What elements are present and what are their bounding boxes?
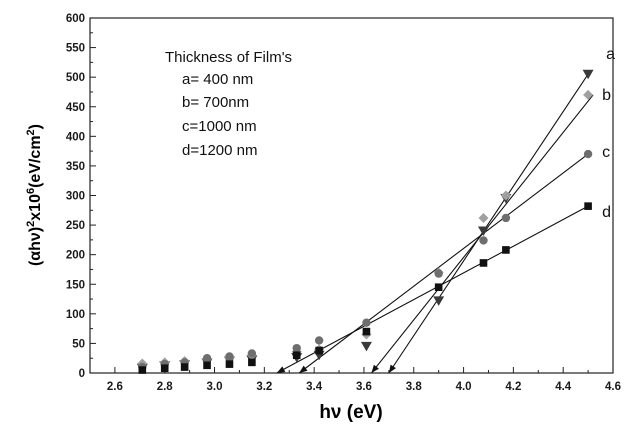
y-tick-label: 600: [66, 13, 85, 25]
data-point-a: [433, 296, 445, 306]
data-point-a: [477, 226, 489, 236]
fit-line-d: [276, 205, 589, 374]
annotation-c: c=1000 nm: [182, 118, 257, 135]
x-tick-label: 3.8: [406, 381, 423, 393]
y-tick-label: 150: [66, 279, 85, 291]
x-tick-label: 3.2: [256, 381, 272, 393]
data-point-d: [292, 351, 301, 360]
y-label-sup3: 2: [25, 129, 37, 135]
thickness-annotation: Thickness of Film's a= 400 nm b= 700nm c…: [165, 49, 292, 159]
data-point-c: [479, 236, 488, 245]
annotation-title: Thickness of Film's: [165, 49, 292, 66]
data-point-a: [360, 341, 372, 352]
data-point-d: [362, 327, 371, 336]
y-tick-label: 250: [66, 220, 85, 232]
y-label-close: ): [27, 124, 44, 129]
annotation-d: d=1200 nm: [182, 142, 257, 159]
data-point-b: [500, 190, 511, 201]
y-tick-label: 300: [66, 191, 85, 203]
data-point-c: [501, 213, 511, 223]
data-point-b: [583, 89, 594, 100]
data-point-d: [502, 246, 510, 254]
x-axis-label: hν (eV): [319, 402, 382, 423]
y-label-sup1: 2: [25, 221, 37, 227]
data-point-b: [478, 212, 489, 223]
fit-line-a: [388, 73, 589, 374]
data-point-d: [248, 358, 256, 367]
data-point-c: [583, 149, 593, 159]
data-point-d: [203, 361, 211, 370]
y-tick-label: 200: [66, 250, 85, 262]
y-tick-label: 100: [66, 309, 85, 321]
x-tick-label: 4.4: [555, 381, 572, 393]
y-label-unit: (eV/cm: [27, 135, 44, 187]
fit-arrow-c: [299, 365, 308, 373]
series-label-d: d: [602, 204, 611, 221]
y-label-base: (αhν): [27, 227, 44, 266]
data-point-c: [247, 349, 257, 358]
data-point-a: [582, 69, 594, 80]
x-tick-label: 4.6: [605, 381, 621, 393]
data-point-c: [225, 352, 234, 361]
data-point-c: [362, 318, 371, 327]
x-tick-label: 4.2: [505, 381, 521, 393]
y-tick-label: 0: [79, 368, 85, 380]
x-tick-label: 3.6: [356, 381, 372, 393]
data-point-d: [138, 366, 147, 374]
data-point-c: [202, 354, 212, 363]
y-tick-label: 350: [66, 161, 85, 173]
data-point-c: [292, 343, 301, 353]
annotation-a: a= 400 nm: [182, 71, 253, 88]
data-point-d: [584, 202, 592, 210]
x-tick-label: 2.6: [107, 381, 123, 393]
data-point-d: [434, 283, 443, 292]
y-tick-label: 550: [66, 43, 85, 55]
data-point-d: [225, 360, 234, 368]
annotation-b: b= 700nm: [182, 94, 249, 111]
fit-arrow-a: [388, 364, 396, 373]
series-label-a: a: [606, 46, 615, 63]
fit-arrow-b: [371, 364, 379, 373]
x-tick-label: 3.4: [306, 381, 323, 393]
x-tick-label: 3.0: [207, 381, 223, 393]
series-label-b: b: [602, 87, 611, 104]
data-point-d: [479, 259, 488, 267]
data-point-c: [434, 269, 443, 278]
x-tick-label: 4.0: [456, 381, 472, 393]
plot-frame: [89, 17, 614, 374]
data-point-d: [160, 364, 169, 373]
y-label-sup2: 6: [25, 188, 37, 194]
x-tick-label: 2.8: [157, 381, 174, 393]
series-label-c: c: [602, 144, 610, 161]
data-point-d: [180, 363, 189, 371]
y-tick-label: 450: [66, 102, 85, 114]
fit-line-c: [298, 153, 589, 374]
y-axis-label: (αhν)2x106(eV/cm2): [25, 124, 44, 266]
y-tick-label: 500: [66, 72, 85, 84]
fit-arrow-d: [276, 366, 286, 373]
y-tick-label: 50: [72, 338, 85, 350]
y-tick-label: 400: [66, 131, 85, 143]
data-point-c: [314, 336, 324, 345]
y-label-mid: x10: [27, 194, 44, 221]
data-point-d: [315, 346, 323, 355]
